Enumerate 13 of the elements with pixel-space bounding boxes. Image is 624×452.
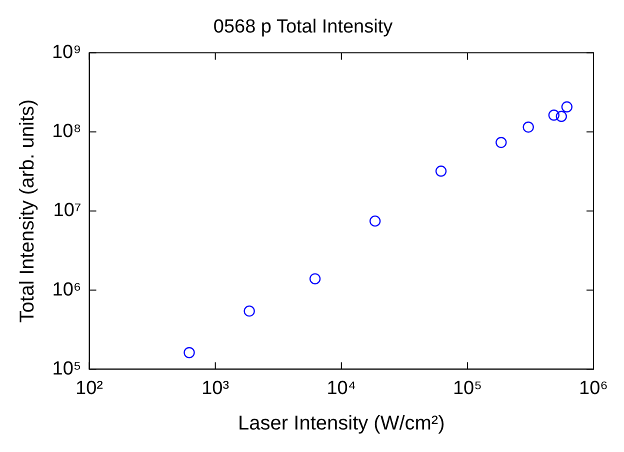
y-tick-label: 10⁶ [52,279,82,300]
x-tick-label: 10⁴ [326,378,356,399]
y-tick-label: 10⁹ [52,42,82,64]
y-tick-label: 10⁷ [53,200,82,222]
x-tick-label: 10² [76,378,104,399]
chart-title: 0568 p Total Intensity [213,16,394,38]
y-tick-label: 10⁵ [52,358,82,380]
y-axis-title: Total Intensity (arb. units) [16,99,39,323]
x-tick-label: 10⁶ [579,378,608,399]
x-tick-label: 10³ [202,378,230,399]
y-tick-label: 10⁸ [52,121,82,142]
x-tick-label: 10⁵ [452,378,482,399]
x-axis-title: Laser Intensity (W/cm²) [238,412,445,435]
